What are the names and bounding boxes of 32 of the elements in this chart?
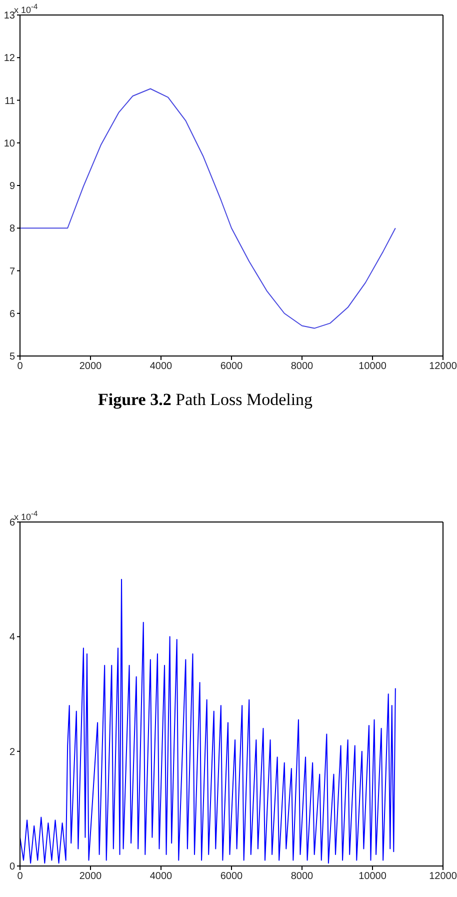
y-tick-label: 4 — [9, 632, 16, 644]
line-series — [20, 88, 396, 329]
y-tick-label: 6 — [9, 518, 16, 529]
y-tick-label: 5 — [9, 352, 16, 363]
y-tick-label: 10 — [4, 138, 16, 150]
y-tick-label: 9 — [9, 181, 16, 192]
x-tick-label: 10000 — [358, 361, 387, 372]
x-tick-label: 0 — [17, 871, 24, 882]
x-tick-label: 4000 — [150, 361, 173, 372]
x-tick-label: 0 — [17, 361, 24, 372]
y-tick-label: 8 — [9, 224, 16, 235]
annotation: x 10$^{-4}$ — [14, 509, 38, 522]
line-series — [20, 578, 396, 864]
x-tick-label: 6000 — [220, 871, 244, 882]
x-tick-label: 6000 — [220, 361, 244, 372]
annotation: x 10$^{-4}$ — [14, 2, 38, 15]
y-tick-label: 0 — [9, 862, 16, 873]
y-tick-label: 12 — [4, 53, 16, 64]
y-tick-label: 11 — [4, 96, 16, 107]
x-tick-label: 8000 — [290, 361, 314, 372]
y-tick-label: 2 — [9, 746, 16, 758]
x-tick-label: 4000 — [150, 871, 173, 882]
y-tick-label: 7 — [9, 266, 16, 278]
y-tick-label: 13 — [4, 10, 16, 22]
caption: Figure 3.2 Path Loss Modeling — [98, 390, 313, 409]
x-tick-label: 2000 — [79, 871, 102, 882]
y-tick-label: 6 — [9, 308, 16, 320]
x-tick-label: 2000 — [79, 361, 102, 372]
x-tick-label: 8000 — [290, 871, 314, 882]
x-tick-label: 12000 — [429, 871, 457, 882]
x-tick-label: 12000 — [429, 361, 457, 372]
x-tick-label: 10000 — [358, 871, 387, 882]
